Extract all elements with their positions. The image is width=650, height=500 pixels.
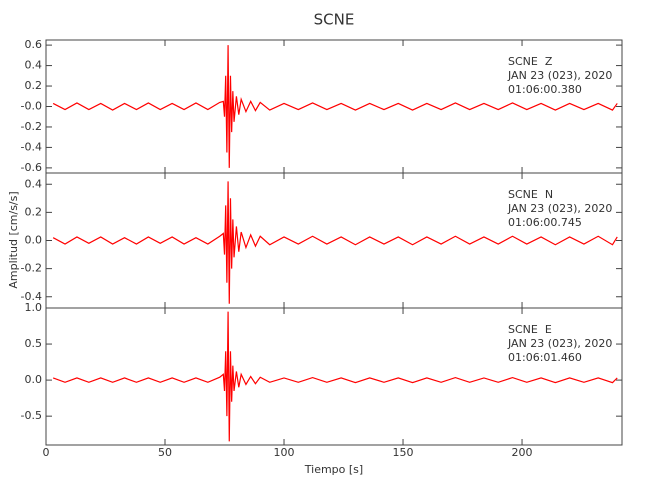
y-tick-label: 0.4: [25, 59, 43, 72]
annotation: 01:06:00.745: [508, 216, 582, 229]
x-axis-label: Tiempo [s]: [304, 463, 363, 476]
y-axis-label: Amplitud [cm/s/s]: [7, 191, 20, 288]
y-tick-label: -0.2: [21, 262, 42, 275]
trace: [52, 311, 618, 442]
chart-title: SCNE: [314, 11, 355, 29]
y-tick-label: -0.4: [21, 290, 42, 303]
annotation: SCNE E: [508, 323, 552, 336]
annotation: SCNE Z: [508, 55, 553, 68]
y-tick-label: -0.4: [21, 140, 42, 153]
y-tick-label: 0.4: [25, 177, 43, 190]
y-tick-label: -0.0: [21, 100, 42, 113]
annotation: SCNE N: [508, 188, 553, 201]
trace: [52, 45, 618, 168]
y-tick-label: -0.2: [21, 120, 42, 133]
y-tick-label: 0.5: [25, 337, 43, 350]
annotation: JAN 23 (023), 2020: [507, 202, 612, 215]
annotation: 01:06:01.460: [508, 351, 582, 364]
y-tick-label: 0.2: [25, 79, 43, 92]
annotation: JAN 23 (023), 2020: [507, 69, 612, 82]
y-tick-label: -0.6: [21, 161, 42, 174]
y-tick-label: -0.5: [21, 409, 42, 422]
annotation: 01:06:00.380: [508, 83, 582, 96]
y-tick-label: 1.0: [25, 301, 43, 314]
x-tick-label: 100: [274, 446, 295, 459]
x-tick-label: 150: [393, 446, 414, 459]
y-tick-label: 0.6: [25, 38, 43, 51]
trace: [52, 181, 618, 304]
annotation: JAN 23 (023), 2020: [507, 337, 612, 350]
x-tick-label: 200: [512, 446, 533, 459]
panel-frame: [45, 307, 623, 446]
y-tick-label: 0.0: [25, 373, 43, 386]
y-tick-label: 0.0: [25, 234, 43, 247]
x-tick-label: 0: [43, 446, 50, 459]
x-tick-label: 50: [158, 446, 172, 459]
y-tick-label: 0.2: [25, 205, 43, 218]
